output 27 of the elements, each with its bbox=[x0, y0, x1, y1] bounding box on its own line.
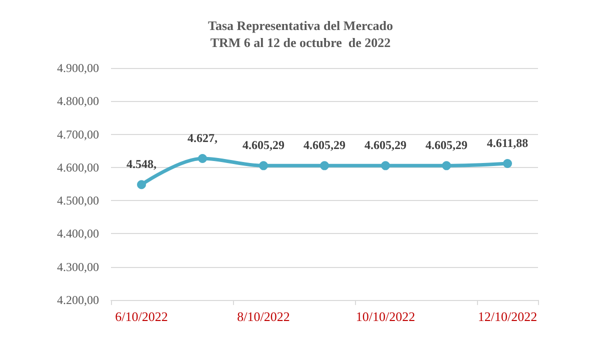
y-tick-label: 4.900,00 bbox=[57, 61, 99, 75]
x-tick-label: 6/10/2022 bbox=[115, 309, 168, 324]
data-label: 4.605,29 bbox=[304, 138, 346, 152]
y-tick-label: 4.700,00 bbox=[57, 127, 99, 142]
point bbox=[442, 161, 451, 170]
y-tick-label: 4.400,00 bbox=[57, 226, 99, 241]
point bbox=[198, 154, 207, 163]
data-label: 4.611,88 bbox=[486, 136, 528, 150]
chart-title: Tasa Representativa del Mercado TRM 6 al 12 de octubre de 2022 bbox=[208, 18, 393, 50]
x-tick-label: 8/10/2022 bbox=[237, 309, 290, 324]
data-label: 4.605,29 bbox=[426, 138, 468, 152]
data-label: 4.627, bbox=[188, 130, 218, 145]
point bbox=[320, 161, 329, 170]
data-label: 4.548, bbox=[126, 157, 156, 172]
x-tick-label: 12/10/2022 bbox=[478, 309, 538, 324]
point bbox=[503, 158, 512, 168]
data-label: 4.605,29 bbox=[364, 138, 406, 152]
y-tick-label: 4.200,00 bbox=[57, 293, 99, 307]
y-tick-label: 4.300,00 bbox=[57, 260, 99, 274]
y-tick-label: 4.800,00 bbox=[57, 94, 99, 108]
y-tick-label: 4.600,00 bbox=[57, 160, 99, 174]
point bbox=[381, 161, 390, 170]
point bbox=[259, 161, 268, 170]
data-label: 4.605,29 bbox=[242, 138, 284, 152]
point bbox=[137, 180, 146, 190]
x-tick-label: 10/10/2022 bbox=[356, 309, 416, 324]
y-tick-label: 4.500,00 bbox=[57, 194, 99, 208]
